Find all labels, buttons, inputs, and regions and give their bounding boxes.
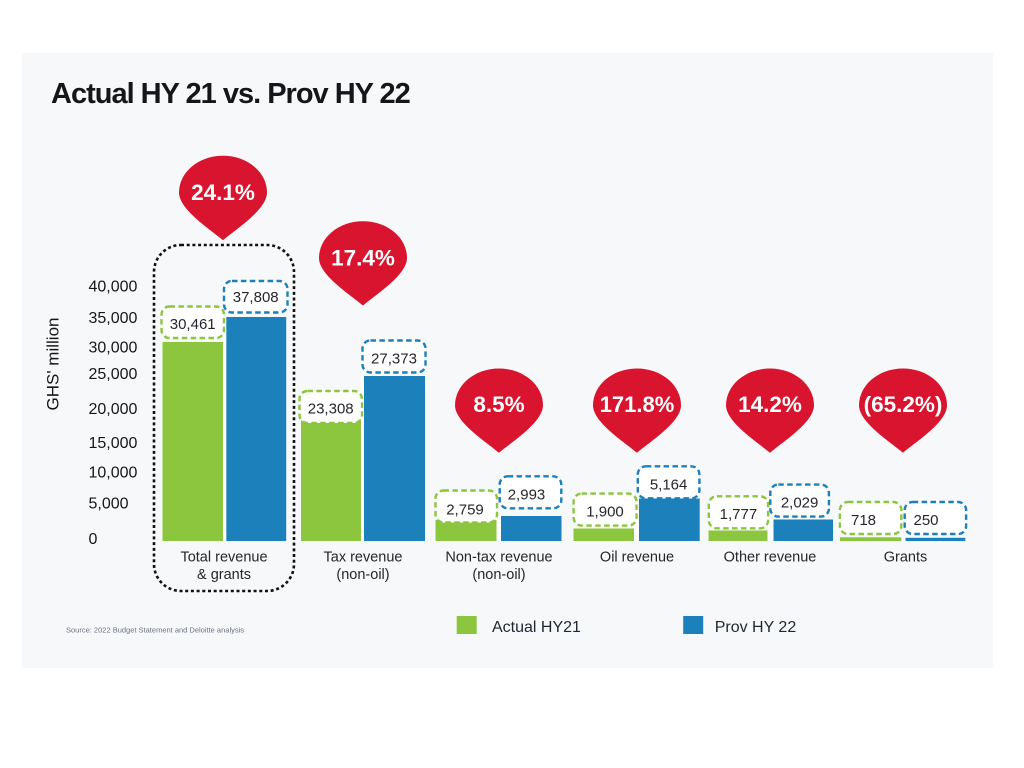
svg-text:37,808: 37,808	[233, 289, 279, 306]
svg-text:40,000: 40,000	[89, 279, 138, 296]
svg-text:Grants: Grants	[884, 550, 928, 566]
svg-text:250: 250	[913, 512, 938, 529]
svg-text:23,308: 23,308	[308, 401, 354, 418]
svg-text:35,000: 35,000	[89, 310, 138, 327]
svg-text:14.2%: 14.2%	[738, 392, 802, 417]
svg-text:Prov HY 22: Prov HY 22	[715, 619, 797, 636]
svg-text:(non-oil): (non-oil)	[472, 567, 525, 583]
svg-text:GHS' million: GHS' million	[44, 318, 63, 411]
svg-text:30,000: 30,000	[89, 340, 138, 357]
svg-text:Other revenue: Other revenue	[724, 550, 817, 566]
svg-text:27,373: 27,373	[371, 350, 417, 367]
svg-text:2,993: 2,993	[508, 486, 546, 503]
svg-text:30,461: 30,461	[170, 316, 216, 333]
svg-text:Actual HY 21 vs. Prov HY 22: Actual HY 21 vs. Prov HY 22	[51, 78, 410, 110]
svg-text:(non-oil): (non-oil)	[336, 567, 389, 583]
svg-text:20,000: 20,000	[89, 401, 138, 418]
svg-text:15,000: 15,000	[89, 435, 138, 452]
svg-text:Non-tax revenue: Non-tax revenue	[445, 550, 552, 566]
svg-text:25,000: 25,000	[89, 366, 138, 383]
svg-text:& grants: & grants	[197, 567, 251, 583]
svg-text:1,900: 1,900	[586, 504, 624, 521]
svg-text:Oil revenue: Oil revenue	[600, 550, 674, 566]
svg-text:Source: 2022 Budget Statement: Source: 2022 Budget Statement and Deloit…	[66, 626, 244, 635]
svg-text:(65.2%): (65.2%)	[864, 392, 943, 417]
svg-text:5,000: 5,000	[89, 495, 129, 512]
svg-text:718: 718	[851, 512, 876, 529]
svg-text:2,029: 2,029	[781, 495, 819, 512]
svg-text:171.8%: 171.8%	[600, 392, 675, 417]
svg-text:0: 0	[89, 531, 98, 548]
svg-text:Actual HY21: Actual HY21	[492, 619, 581, 636]
svg-text:24.1%: 24.1%	[191, 180, 255, 205]
svg-text:5,164: 5,164	[650, 476, 688, 493]
svg-text:1,777: 1,777	[720, 506, 758, 523]
svg-text:10,000: 10,000	[89, 464, 138, 481]
svg-text:Total revenue: Total revenue	[180, 550, 267, 566]
svg-text:Tax revenue: Tax revenue	[324, 550, 403, 566]
svg-text:2,759: 2,759	[446, 501, 484, 518]
svg-text:8.5%: 8.5%	[473, 392, 524, 417]
svg-text:17.4%: 17.4%	[331, 246, 395, 271]
